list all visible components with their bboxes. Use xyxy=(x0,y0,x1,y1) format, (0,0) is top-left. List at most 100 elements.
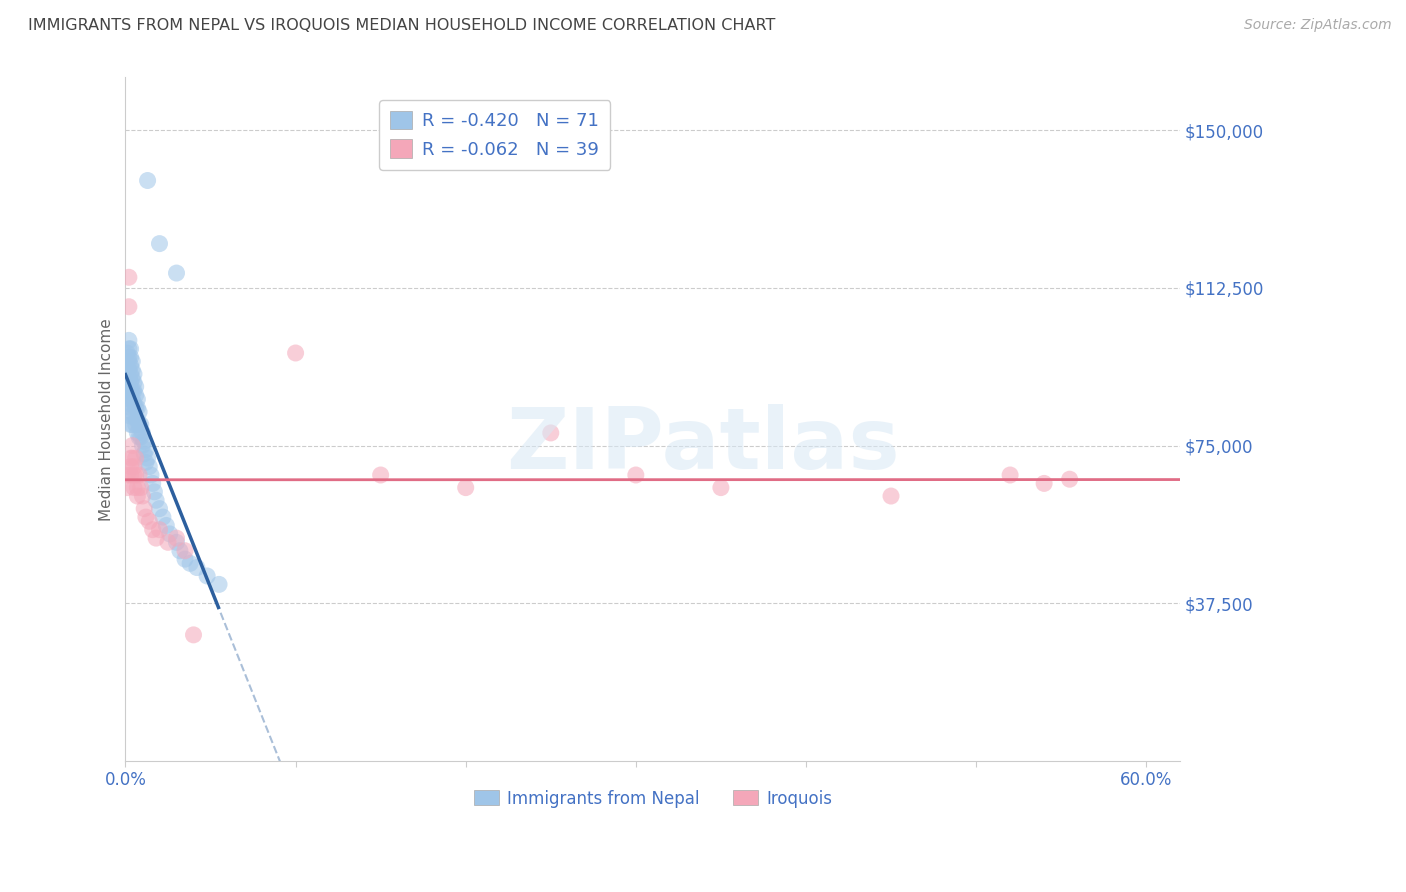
Point xyxy=(454,481,477,495)
Point xyxy=(134,434,156,449)
Point xyxy=(121,438,143,452)
Point xyxy=(127,401,149,415)
Point xyxy=(120,417,142,432)
Point xyxy=(121,392,143,407)
Point xyxy=(142,523,165,537)
Point xyxy=(135,510,157,524)
Point xyxy=(118,270,141,285)
Text: ZIPatlas: ZIPatlas xyxy=(506,404,900,488)
Point xyxy=(124,379,146,393)
Point xyxy=(120,359,142,373)
Point xyxy=(148,523,170,537)
Point xyxy=(120,409,142,423)
Point xyxy=(179,557,201,571)
Y-axis label: Median Household Income: Median Household Income xyxy=(100,318,114,521)
Point xyxy=(129,481,152,495)
Point xyxy=(710,481,733,495)
Point xyxy=(120,468,142,483)
Point xyxy=(121,417,143,432)
Point xyxy=(208,577,231,591)
Point xyxy=(122,367,145,381)
Text: IMMIGRANTS FROM NEPAL VS IROQUOIS MEDIAN HOUSEHOLD INCOME CORRELATION CHART: IMMIGRANTS FROM NEPAL VS IROQUOIS MEDIAN… xyxy=(28,18,776,33)
Point xyxy=(127,425,149,440)
Point xyxy=(148,236,170,251)
Point xyxy=(118,334,141,348)
Point xyxy=(118,300,141,314)
Point xyxy=(124,468,146,483)
Point xyxy=(174,543,197,558)
Text: Source: ZipAtlas.com: Source: ZipAtlas.com xyxy=(1244,18,1392,32)
Point xyxy=(134,447,156,461)
Point xyxy=(120,376,142,390)
Point xyxy=(118,388,141,402)
Point xyxy=(166,531,188,545)
Point xyxy=(143,484,166,499)
Point xyxy=(998,468,1021,483)
Point xyxy=(120,342,142,356)
Point xyxy=(131,489,153,503)
Point xyxy=(148,501,170,516)
Point xyxy=(122,459,145,474)
Point xyxy=(124,451,146,466)
Point xyxy=(118,354,141,368)
Point xyxy=(166,535,188,549)
Point xyxy=(128,468,150,483)
Point xyxy=(121,354,143,368)
Point xyxy=(1059,472,1081,486)
Point xyxy=(115,363,138,377)
Point xyxy=(624,468,647,483)
Point xyxy=(136,173,159,187)
Point xyxy=(169,543,191,558)
Point xyxy=(115,346,138,360)
Point xyxy=(159,527,181,541)
Point xyxy=(120,350,142,364)
Point xyxy=(122,409,145,423)
Point xyxy=(128,405,150,419)
Point xyxy=(145,531,167,545)
Point xyxy=(142,476,165,491)
Point xyxy=(145,493,167,508)
Point xyxy=(122,376,145,390)
Point xyxy=(122,481,145,495)
Point xyxy=(118,379,141,393)
Point xyxy=(195,569,218,583)
Point xyxy=(118,371,141,385)
Point xyxy=(120,401,142,415)
Point xyxy=(124,388,146,402)
Point xyxy=(124,417,146,432)
Point xyxy=(128,417,150,432)
Point xyxy=(121,363,143,377)
Point xyxy=(121,384,143,398)
Point xyxy=(121,451,143,466)
Point xyxy=(134,501,156,516)
Point xyxy=(118,396,141,410)
Point xyxy=(152,510,174,524)
Point xyxy=(186,560,208,574)
Point xyxy=(122,384,145,398)
Point xyxy=(155,518,177,533)
Point xyxy=(127,413,149,427)
Point xyxy=(183,628,205,642)
Point xyxy=(115,371,138,385)
Point xyxy=(115,468,138,483)
Point xyxy=(129,417,152,432)
Point xyxy=(127,481,149,495)
Point xyxy=(121,371,143,385)
Point xyxy=(124,401,146,415)
Point xyxy=(131,438,153,452)
Point xyxy=(138,459,160,474)
Point xyxy=(115,481,138,495)
Point xyxy=(118,350,141,364)
Legend: Immigrants from Nepal, Iroquois: Immigrants from Nepal, Iroquois xyxy=(467,783,839,814)
Point xyxy=(118,342,141,356)
Point xyxy=(1033,476,1056,491)
Point xyxy=(540,425,562,440)
Point xyxy=(122,468,145,483)
Point xyxy=(284,346,307,360)
Point xyxy=(120,367,142,381)
Point xyxy=(115,384,138,398)
Point xyxy=(370,468,392,483)
Point xyxy=(174,552,197,566)
Point xyxy=(156,535,179,549)
Point xyxy=(129,430,152,444)
